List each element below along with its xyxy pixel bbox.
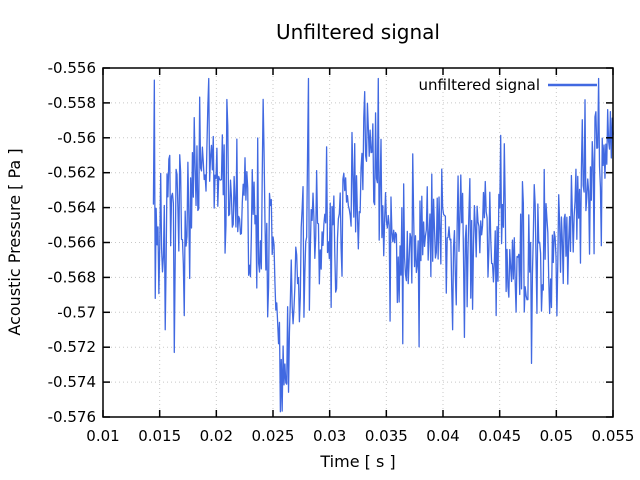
x-tick-label: 0.025	[252, 427, 295, 445]
chart-title: Unfiltered signal	[276, 20, 440, 44]
y-tick-label: -0.57	[57, 303, 96, 321]
x-tick-label: 0.02	[200, 427, 233, 445]
x-tick-label: 0.035	[365, 427, 408, 445]
signal-path	[152, 77, 614, 413]
x-tick-label: 0.04	[426, 427, 459, 445]
plot-border	[102, 67, 614, 418]
y-tick-label: -0.574	[48, 373, 96, 391]
y-tick-label: -0.564	[48, 199, 96, 217]
y-tick-label: -0.562	[48, 164, 96, 182]
axis-ticks	[102, 67, 614, 418]
x-tick-label: 0.05	[540, 427, 573, 445]
y-tick-label: -0.556	[48, 59, 96, 77]
y-tick-label: -0.566	[48, 234, 96, 252]
x-tick-label: 0.03	[313, 427, 346, 445]
signal-series	[152, 77, 614, 413]
x-tick-label: 0.045	[478, 427, 521, 445]
x-tick-label: 0.01	[86, 427, 119, 445]
legend: unfiltered signal	[419, 76, 597, 94]
y-tick-label: -0.558	[48, 94, 96, 112]
x-tick-label: 0.015	[138, 427, 181, 445]
x-axis-label: Time [ s ]	[319, 452, 395, 471]
y-tick-label: -0.576	[48, 408, 96, 426]
tick-labels: 0.01 0.015 0.02 0.025 0.03 0.035 0.04 0.045 0.05…	[48, 59, 635, 445]
x-tick-label: 0.055	[592, 427, 635, 445]
legend-label: unfiltered signal	[419, 76, 540, 94]
y-tick-label: -0.56	[57, 129, 96, 147]
y-tick-label: -0.572	[48, 338, 96, 356]
y-tick-label: -0.568	[48, 268, 96, 286]
y-axis-label: Acoustic Pressure [ Pa ]	[5, 148, 24, 335]
